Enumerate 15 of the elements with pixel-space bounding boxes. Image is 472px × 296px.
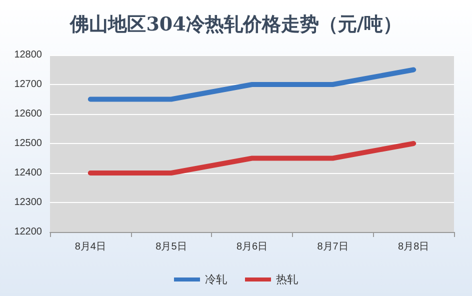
x-tick-label: 8月6日 xyxy=(236,242,268,252)
legend-label: 热轧 xyxy=(276,273,298,286)
y-tick-label: 12400 xyxy=(14,168,42,178)
y-tick-label: 12700 xyxy=(14,79,42,90)
y-tick-label: 12500 xyxy=(14,138,42,149)
x-tick-label: 8月4日 xyxy=(74,242,106,252)
x-tick-label: 8月7日 xyxy=(317,242,348,252)
chart-title: 佛山地区304冷热轧价格走势（元/吨） xyxy=(69,14,402,36)
y-tick-label: 12300 xyxy=(14,197,42,208)
x-tick-label: 8月5日 xyxy=(156,242,187,252)
y-tick-label: 12800 xyxy=(14,50,42,60)
y-tick-label: 12600 xyxy=(14,108,42,120)
legend-label: 冷轧 xyxy=(205,273,227,286)
y-tick-label: 12200 xyxy=(14,226,42,238)
x-tick-label: 8月8日 xyxy=(398,242,430,252)
